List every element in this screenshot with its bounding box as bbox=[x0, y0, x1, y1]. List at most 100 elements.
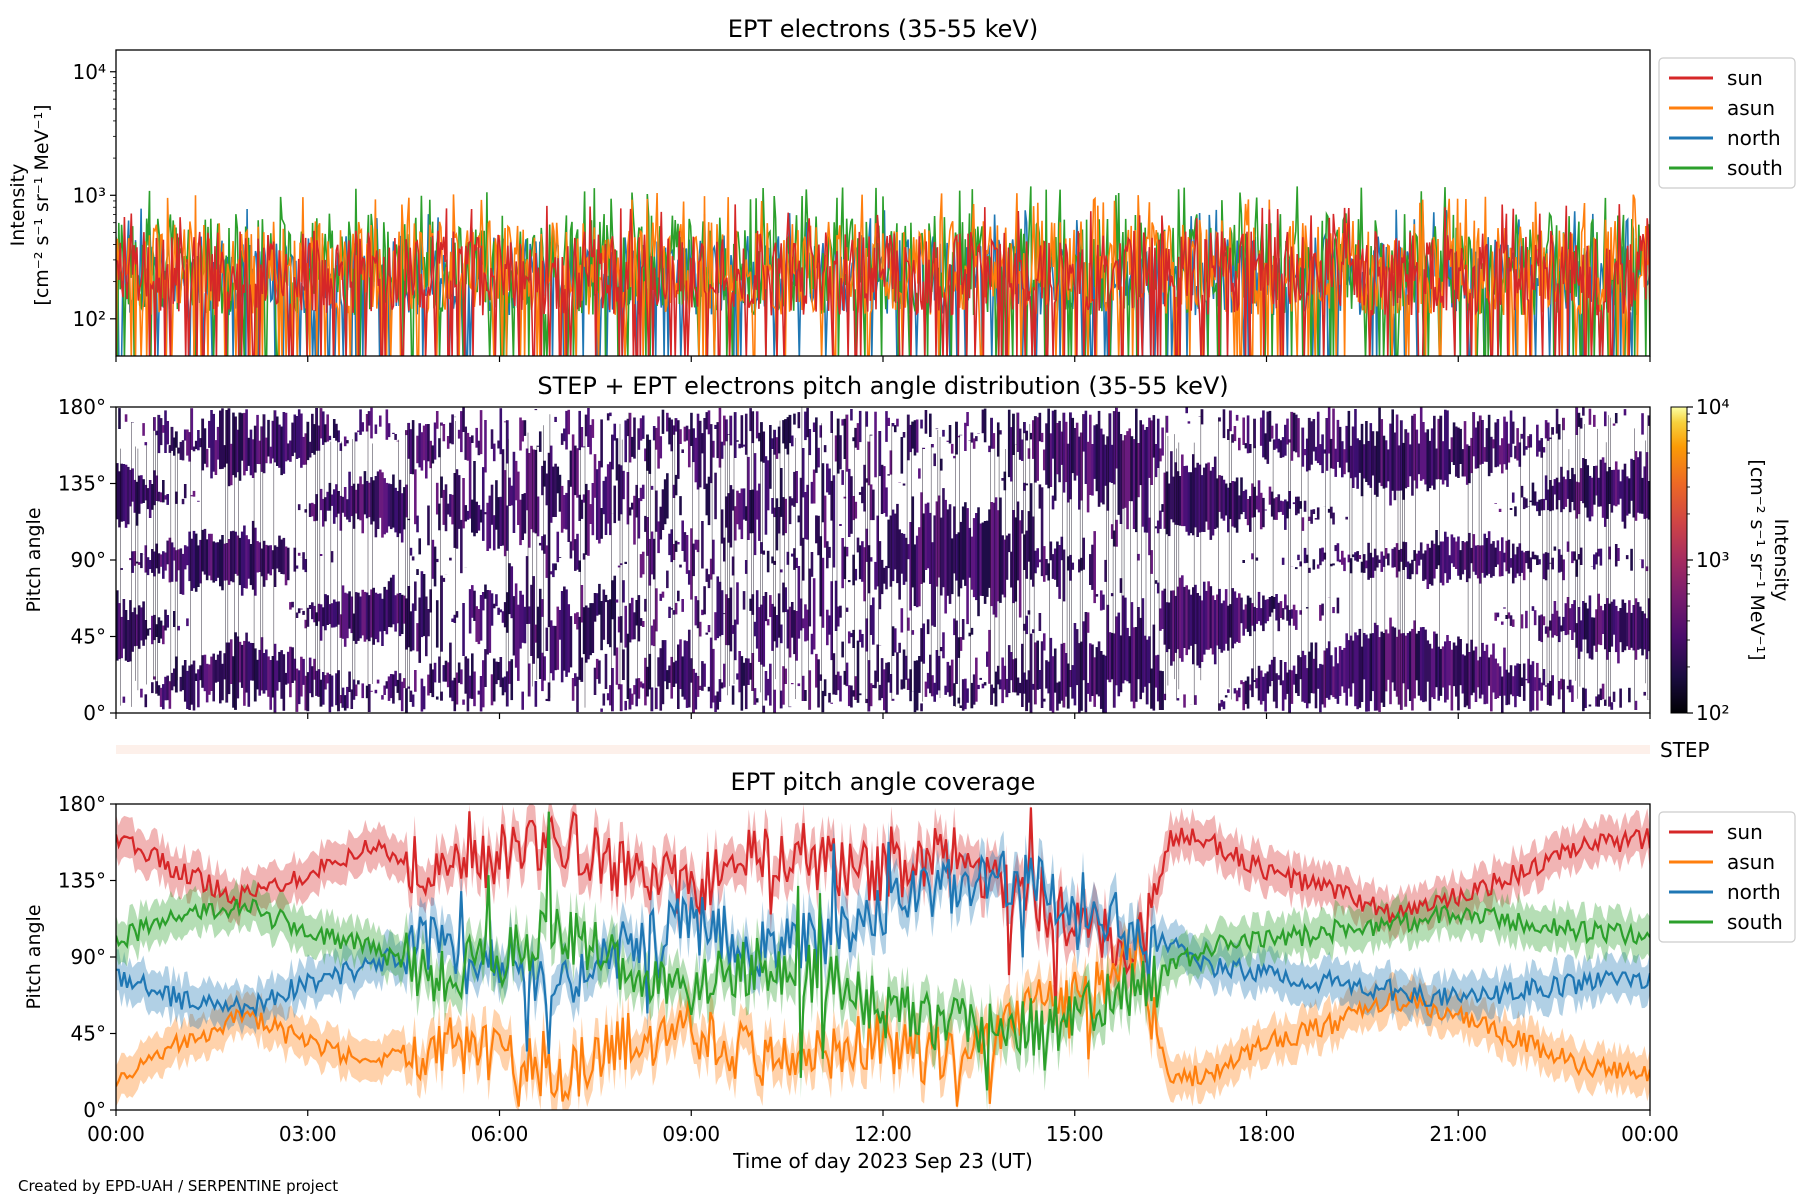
heatmap-cell bbox=[712, 440, 715, 458]
heatmap-cell bbox=[563, 586, 566, 671]
heatmap-cell bbox=[1194, 695, 1197, 705]
heatmap-cell bbox=[521, 691, 524, 710]
heatmap-cell bbox=[475, 606, 478, 642]
heatmap-cell bbox=[357, 680, 360, 685]
heatmap-cell bbox=[1124, 435, 1127, 508]
heatmap-cell bbox=[337, 601, 340, 625]
p1-ytick-label-2: 10⁴ bbox=[73, 60, 106, 84]
heatmap-cell bbox=[144, 442, 148, 446]
heatmap-cell bbox=[1468, 445, 1471, 484]
heatmap-cell bbox=[1435, 448, 1438, 480]
heatmap-cell bbox=[1227, 487, 1230, 533]
heatmap-cell bbox=[1428, 547, 1432, 585]
heatmap-cell bbox=[1080, 557, 1083, 571]
heatmap-cell bbox=[1511, 676, 1515, 697]
heatmap-cell bbox=[793, 413, 796, 425]
heatmap-cell bbox=[221, 535, 224, 591]
heatmap-cell bbox=[946, 661, 950, 693]
heatmap-cell bbox=[1275, 594, 1278, 621]
heatmap-cell bbox=[258, 649, 262, 696]
heatmap-cell bbox=[609, 685, 612, 706]
heatmap-cell bbox=[898, 642, 901, 653]
heatmap-cell bbox=[1305, 607, 1309, 609]
heatmap-cell bbox=[1402, 442, 1405, 500]
heatmap-cell bbox=[1617, 548, 1620, 561]
heatmap-cell bbox=[850, 685, 853, 708]
heatmap-cell bbox=[490, 593, 494, 626]
heatmap-cell bbox=[260, 637, 264, 691]
heatmap-cell bbox=[1255, 495, 1259, 510]
heatmap-cell bbox=[179, 548, 183, 594]
heatmap-cell bbox=[1084, 410, 1088, 484]
heatmap-cell bbox=[769, 663, 772, 706]
heatmap-cell bbox=[514, 460, 518, 501]
heatmap-cell bbox=[1387, 553, 1390, 566]
heatmap-cell bbox=[321, 411, 325, 445]
heatmap-cell bbox=[804, 492, 807, 540]
heatmap-cell bbox=[1130, 602, 1134, 702]
heatmap-cell bbox=[788, 496, 792, 525]
heatmap-cell bbox=[1601, 457, 1605, 518]
heatmap-cell bbox=[308, 657, 312, 694]
heatmap-cell bbox=[1303, 500, 1307, 512]
heatmap-cell bbox=[1492, 439, 1495, 449]
heatmap-cell bbox=[1040, 432, 1044, 443]
heatmap-cell bbox=[1246, 595, 1250, 632]
heatmap-cell bbox=[731, 556, 735, 576]
heatmap-cell bbox=[335, 484, 338, 518]
heatmap-cell bbox=[254, 648, 257, 702]
heatmap-cell bbox=[451, 618, 454, 622]
heatmap-cell bbox=[1365, 421, 1368, 482]
heatmap-cell bbox=[405, 598, 408, 650]
heatmap-cell bbox=[1176, 586, 1180, 650]
heatmap-cell bbox=[1001, 535, 1004, 595]
heatmap-cell bbox=[670, 656, 674, 699]
heatmap-cell bbox=[1536, 555, 1539, 565]
heatmap-cell bbox=[1590, 617, 1594, 660]
heatmap-cell bbox=[720, 682, 724, 689]
heatmap-cell bbox=[1334, 448, 1338, 477]
heatmap-cell bbox=[1549, 680, 1552, 706]
heatmap-cell bbox=[1294, 567, 1298, 570]
heatmap-cell bbox=[843, 418, 847, 459]
heatmap-cell bbox=[775, 498, 779, 551]
panel-coverage: EPT pitch angle coverage 0°45°90°135°180… bbox=[23, 768, 1796, 1122]
heatmap-cell bbox=[304, 559, 308, 573]
heatmap-cell bbox=[304, 675, 308, 711]
heatmap-cell bbox=[843, 670, 847, 685]
heatmap-cell bbox=[677, 644, 680, 709]
heatmap-cell bbox=[1023, 534, 1026, 570]
heatmap-cell bbox=[234, 416, 237, 478]
heatmap-cell bbox=[477, 440, 481, 456]
heatmap-cell bbox=[1487, 531, 1491, 574]
heatmap-cell bbox=[190, 664, 194, 705]
heatmap-cell bbox=[1338, 426, 1342, 468]
heatmap-cell bbox=[909, 522, 912, 611]
heatmap-cell bbox=[725, 419, 728, 442]
heatmap-cell bbox=[341, 496, 345, 513]
heatmap-cell bbox=[694, 437, 698, 483]
heatmap-cell bbox=[1470, 639, 1473, 696]
heatmap-cell bbox=[1010, 652, 1013, 681]
heatmap-cell bbox=[1275, 497, 1278, 520]
heatmap-cell bbox=[1586, 465, 1590, 518]
heatmap-cell bbox=[681, 449, 684, 453]
heatmap-cell bbox=[1538, 440, 1541, 452]
heatmap-cell bbox=[784, 668, 787, 684]
heatmap-cell bbox=[1547, 626, 1550, 638]
heatmap-cell bbox=[497, 607, 500, 615]
heatmap-cell bbox=[690, 658, 693, 683]
heatmap-cell bbox=[718, 581, 722, 637]
heatmap-cell bbox=[957, 697, 961, 704]
heatmap-cell bbox=[1198, 595, 1202, 668]
heatmap-cell bbox=[295, 565, 299, 569]
heatmap-cell bbox=[168, 445, 172, 453]
heatmap-cell bbox=[1121, 595, 1125, 684]
heatmap-cell bbox=[900, 608, 904, 633]
heatmap-cell bbox=[1183, 466, 1186, 527]
heatmap-cell bbox=[780, 624, 783, 644]
heatmap-cell bbox=[1400, 633, 1403, 710]
heatmap-cell bbox=[1095, 594, 1099, 597]
heatmap-cell bbox=[931, 542, 934, 626]
heatmap-cell bbox=[1027, 610, 1031, 615]
